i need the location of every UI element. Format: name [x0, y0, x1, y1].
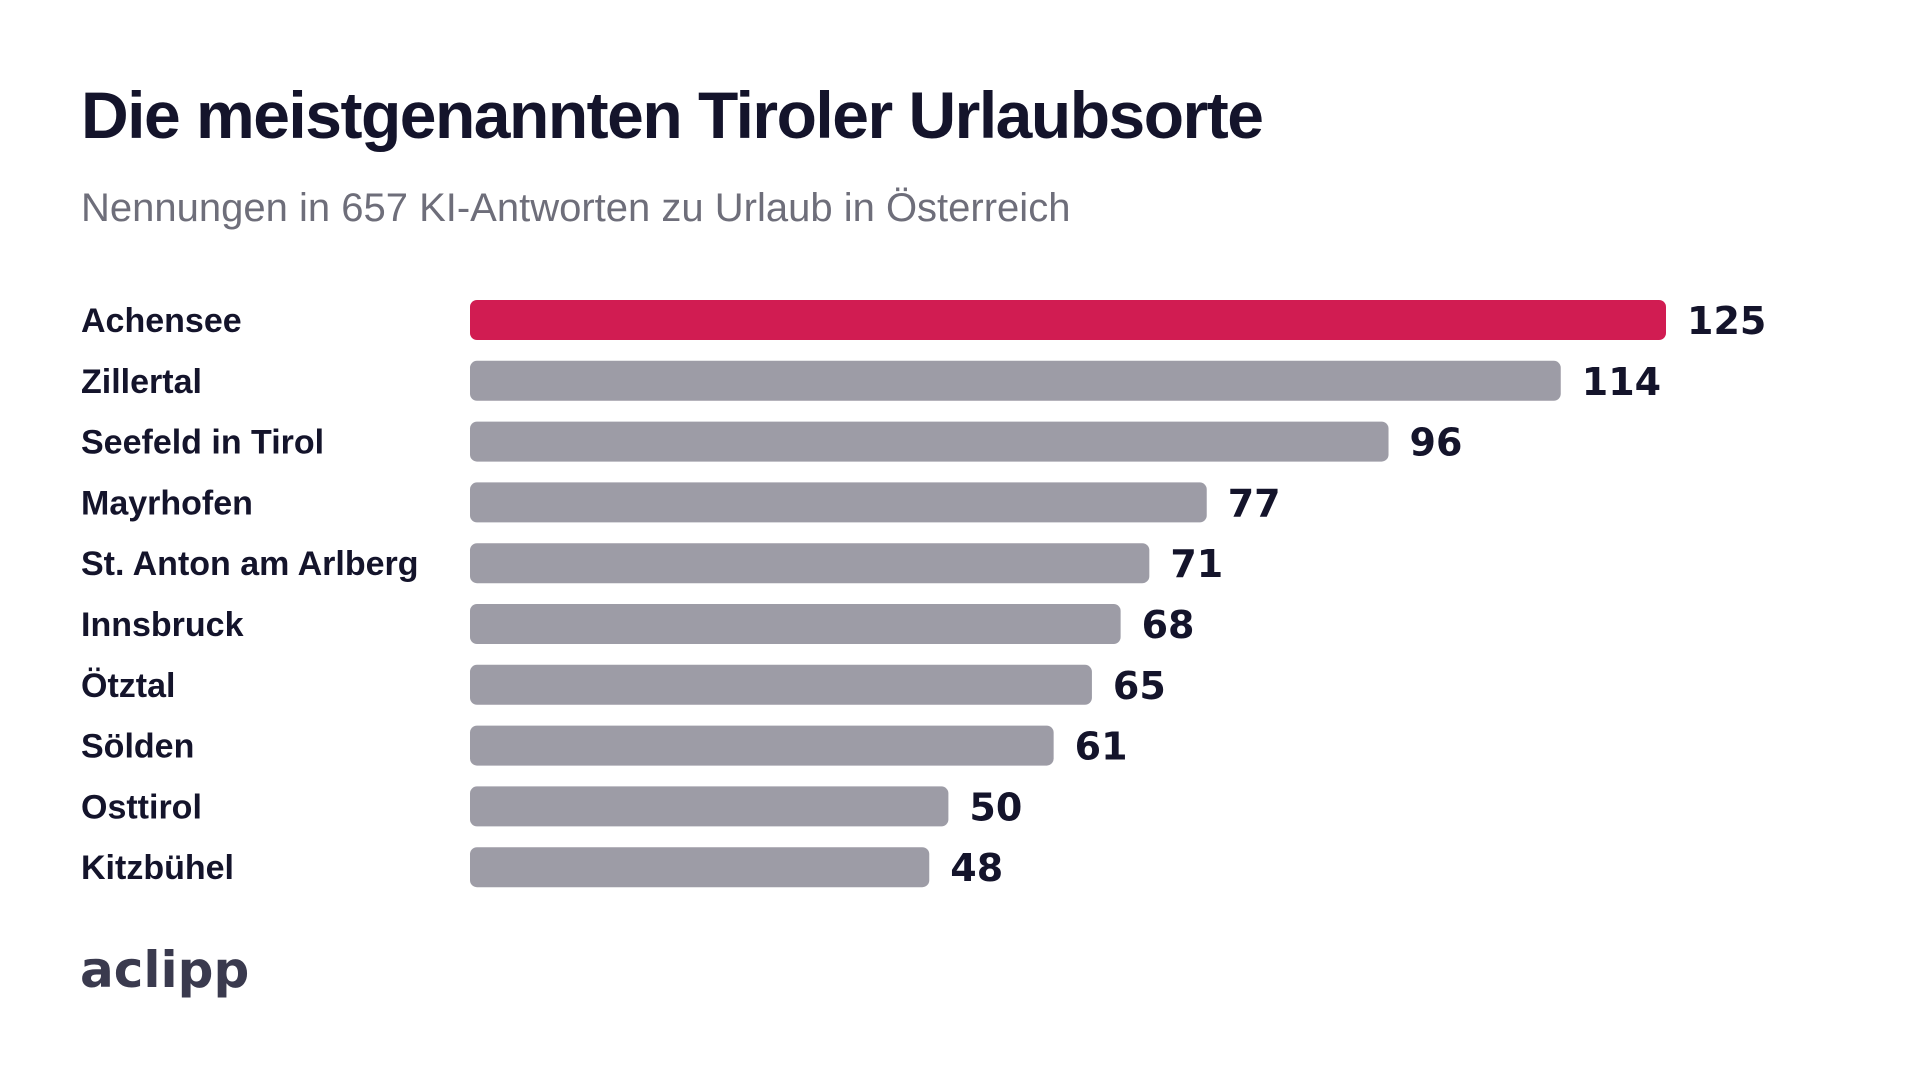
aclipp-logo: aclipp	[80, 941, 250, 999]
bar	[470, 482, 1207, 523]
value-label: 65	[1113, 664, 1166, 708]
value-label: 96	[1410, 421, 1463, 465]
bar	[470, 664, 1092, 705]
value-label: 114	[1582, 360, 1661, 404]
bar	[470, 543, 1150, 584]
category-label: Zillertal	[81, 363, 202, 401]
chart-title: Die meistgenannten Tiroler Urlaubsorte	[81, 78, 1264, 152]
category-label: Kitzbühel	[81, 849, 234, 887]
bar	[470, 847, 930, 888]
category-label: Seefeld in Tirol	[81, 424, 324, 462]
bar	[470, 421, 1389, 462]
bar	[470, 360, 1561, 401]
bar	[470, 300, 1666, 340]
value-label: 48	[950, 846, 1003, 890]
chart-subtitle: Nennungen in 657 KI-Antworten zu Urlaub …	[81, 186, 1071, 230]
value-label: 125	[1687, 299, 1766, 343]
value-label: 71	[1170, 542, 1223, 586]
category-label: Achensee	[81, 302, 242, 340]
category-label: Osttirol	[81, 788, 202, 826]
category-label: Innsbruck	[81, 606, 244, 644]
category-label: Mayrhofen	[81, 484, 253, 522]
bar	[470, 604, 1121, 644]
category-label: Ötztal	[81, 667, 175, 705]
category-label: Sölden	[81, 728, 194, 766]
value-label: 50	[969, 785, 1022, 829]
bar	[470, 725, 1054, 766]
bar	[470, 786, 949, 827]
value-label: 61	[1075, 725, 1128, 769]
value-label: 77	[1228, 481, 1281, 525]
category-label: St. Anton am Arlberg	[81, 545, 419, 583]
value-label: 68	[1142, 603, 1195, 647]
